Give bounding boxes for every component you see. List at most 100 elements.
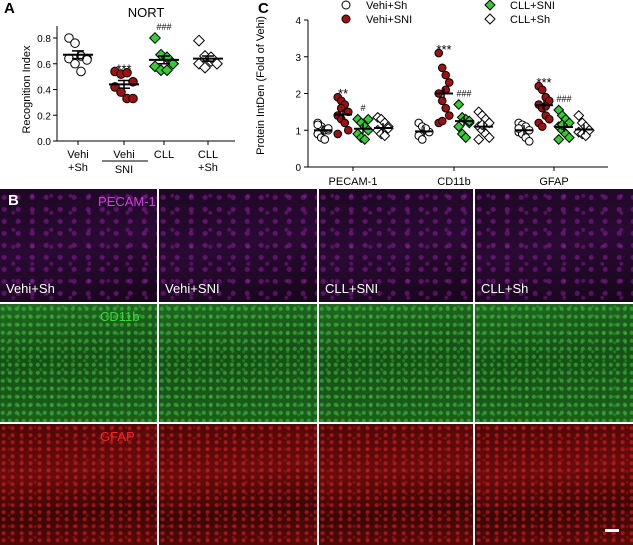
micrograph-cd11b-cll-sni (319, 304, 473, 422)
chart-protein-intden: 0 1 2 3 4 Protein IntDen (Fold of Vehi) Vehi+S… (255, 0, 608, 185)
data-point (379, 130, 391, 142)
panel-label-c: C (258, 0, 269, 17)
data-point (64, 33, 74, 43)
data-point (441, 103, 451, 113)
y-tick-label: 4 (295, 16, 301, 27)
data-point (441, 70, 451, 80)
data-point (70, 58, 80, 69)
significance-label: ### (456, 89, 471, 99)
y-tick-label: 0.2 (37, 111, 51, 122)
significance-label: # (360, 103, 365, 113)
chart-title: NORT (128, 5, 165, 20)
panel-label-b: B (8, 192, 19, 209)
data-point (453, 99, 465, 111)
x-tick-label: Vehi (113, 149, 134, 161)
micrograph-cd11b-cll-sh (475, 304, 633, 422)
data-point (160, 64, 174, 77)
data-point (483, 132, 495, 144)
significance-label: *** (436, 42, 451, 57)
legend-label: Vehi+SNI (366, 14, 412, 26)
x-tick-label: CLL (154, 149, 174, 161)
y-tick-label: 0 (295, 163, 301, 174)
data-point (553, 133, 565, 145)
data-point (128, 93, 138, 104)
data-point (437, 63, 447, 73)
data-point (573, 110, 585, 122)
data-point (417, 135, 427, 144)
data-point (82, 55, 92, 65)
data-point (437, 96, 447, 106)
x-tick-label: +Sh (198, 162, 218, 174)
micrograph-cd11b-vehi-sni (159, 304, 317, 422)
micrograph-pecam-1-cll-sh: CLL+Sh (475, 189, 633, 302)
data-point (70, 38, 80, 48)
data-point (148, 31, 162, 45)
data-point (537, 85, 547, 95)
micrograph-gfap-cll-sh (475, 424, 633, 545)
data-point (341, 0, 351, 10)
data-point (473, 133, 485, 145)
condition-label: Vehi+SNI (165, 281, 220, 296)
y-tick-label: 2 (295, 90, 301, 101)
significance-label: *** (116, 61, 131, 76)
data-point (437, 116, 447, 126)
significance-label: ### (556, 94, 571, 104)
data-point (544, 114, 554, 124)
condition-label: CLL+Sh (481, 281, 529, 296)
data-point (524, 136, 534, 146)
panel-label-a: A (4, 0, 15, 17)
data-point (192, 34, 206, 47)
legend-label: CLL+Sh (510, 14, 550, 26)
significance-label: *** (536, 75, 551, 90)
data-point (434, 48, 444, 58)
data-point (444, 111, 454, 120)
y-tick-label: 0.6 (37, 60, 51, 71)
x-tick-label: CLL (198, 149, 218, 161)
data-point (460, 132, 472, 144)
significance-label: ** (338, 86, 348, 101)
x-tick-label: +Sh (68, 162, 88, 174)
data-point (76, 66, 86, 77)
data-point (210, 57, 224, 70)
data-point (343, 125, 353, 135)
legend-label: Vehi+Sh (366, 0, 407, 12)
micrograph-gfap-vehi-sni (159, 424, 317, 545)
y-axis-label: Protein IntDen (Fold of Vehi) (255, 16, 267, 155)
data-point (340, 118, 350, 128)
chart-nort: NORT 0.0 0.2 0.4 0.6 0.8 Recognition Index Vehi… (21, 5, 235, 176)
data-point (537, 122, 547, 131)
x-tick-label: GFAP (539, 176, 568, 185)
data-point (541, 102, 551, 111)
y-tick-label: 3 (295, 53, 301, 64)
x-tick-label: Vehi (67, 149, 88, 161)
data-point (563, 132, 575, 144)
data-point (320, 135, 330, 144)
condition-label: Vehi+Sh (6, 281, 55, 296)
legend-label: CLL+SNI (510, 0, 555, 12)
data-point (341, 14, 351, 24)
x-tick-label: CD11b (437, 176, 470, 185)
y-tick-label: 0.8 (37, 34, 51, 45)
data-point (333, 129, 343, 139)
data-point (441, 85, 451, 95)
condition-label: CLL+SNI (325, 281, 379, 296)
data-point (484, 0, 496, 11)
marker-label: PECAM-1 (98, 194, 156, 209)
data-point (166, 57, 180, 70)
marker-label: CD11b (100, 309, 140, 324)
micrograph-cd11b-vehi-sh: CD11b (0, 304, 157, 422)
data-point (453, 121, 465, 133)
data-point (580, 130, 592, 142)
data-point (122, 67, 132, 78)
micrograph-gfap-cll-sni (319, 424, 473, 545)
y-tick-label: 0.0 (37, 137, 51, 148)
micrograph-pecam-1-vehi-sh: PECAM-1 Vehi+Sh (0, 189, 157, 302)
data-point (362, 113, 374, 125)
data-point (359, 133, 371, 145)
micrograph-pecam-1-cll-sni: CLL+SNI (319, 189, 473, 302)
scale-bar (605, 529, 619, 532)
y-tick-label: 0.4 (37, 86, 51, 97)
data-point (198, 61, 212, 74)
micrograph-pecam-1-vehi-sni: Vehi+SNI (159, 189, 317, 302)
x-tick-label: PECAM-1 (329, 176, 378, 185)
